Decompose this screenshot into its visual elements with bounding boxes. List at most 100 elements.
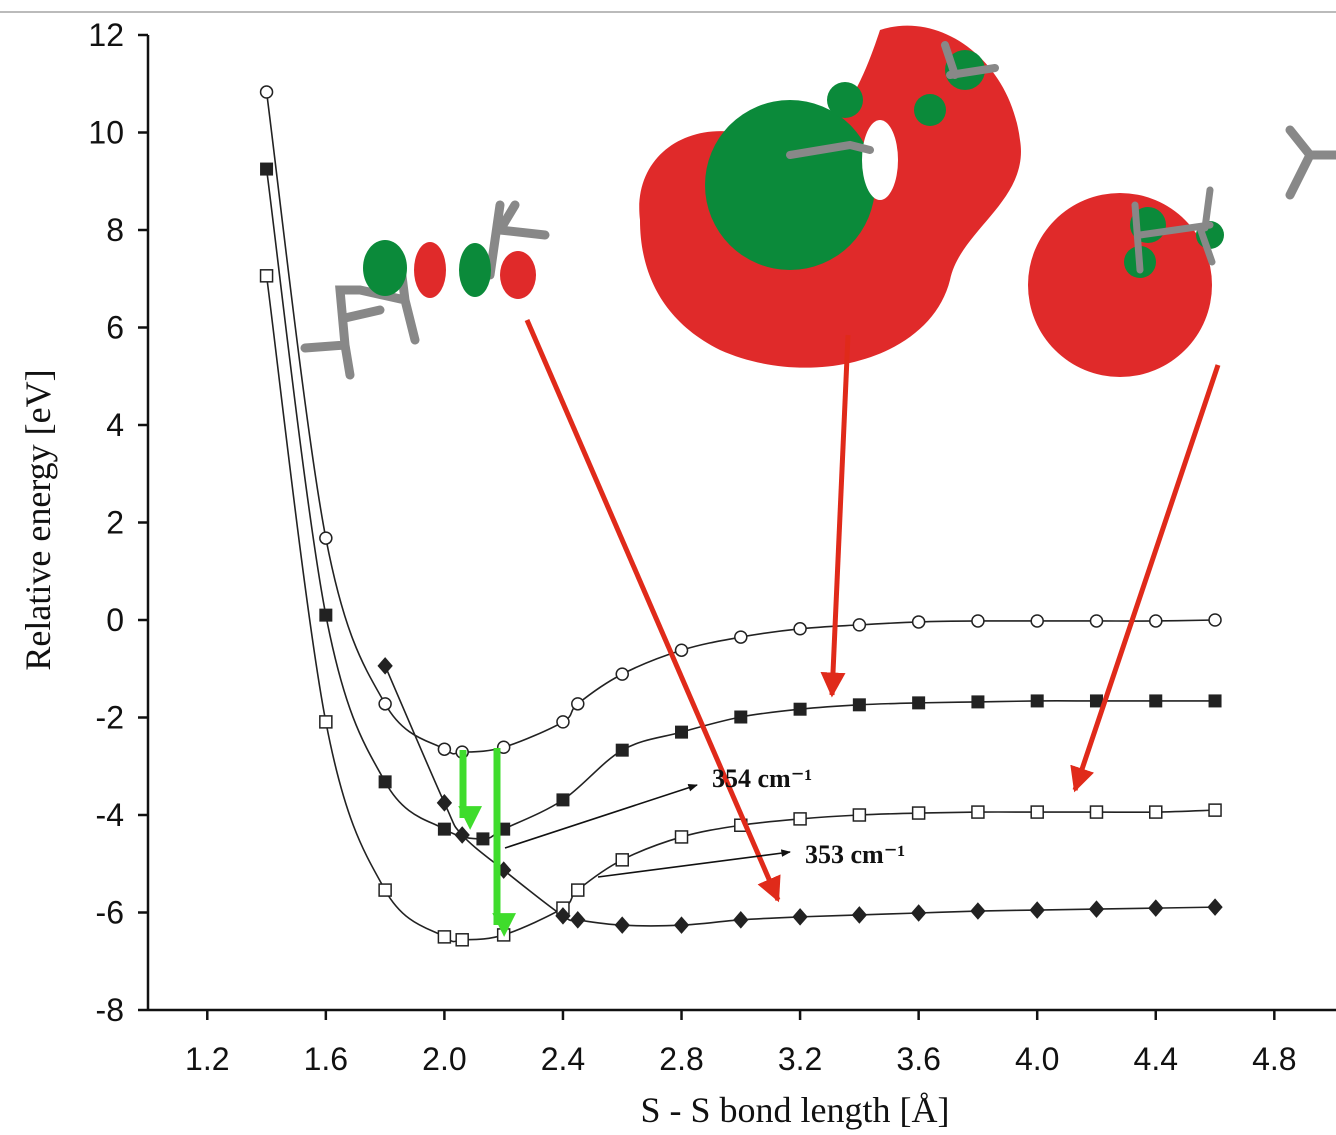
point	[378, 883, 392, 897]
orbital-left	[300, 200, 550, 380]
point	[970, 902, 986, 920]
x-tick-label: 4.8	[1252, 1041, 1296, 1077]
point	[437, 930, 452, 944]
point	[675, 725, 689, 739]
green-arrows	[458, 748, 517, 937]
point	[378, 775, 392, 789]
point	[1089, 694, 1103, 708]
point	[319, 608, 333, 622]
point	[971, 695, 985, 709]
point	[852, 618, 867, 632]
series-line	[265, 275, 1216, 943]
point	[793, 812, 807, 826]
point	[1148, 899, 1164, 917]
x-tick-label: 4.0	[1015, 1041, 1059, 1077]
point	[1208, 803, 1222, 817]
x-tick-label: 2.4	[541, 1041, 585, 1077]
y-tick-label: 2	[106, 505, 124, 541]
point	[1030, 614, 1044, 628]
point	[911, 806, 926, 820]
y-tick-label: -2	[96, 700, 124, 736]
point	[1089, 614, 1104, 628]
y-tick-label: -6	[96, 895, 124, 931]
point	[1208, 694, 1222, 708]
point	[437, 822, 451, 836]
point	[615, 853, 629, 867]
x-tick-label: 3.6	[896, 1041, 940, 1077]
point	[1030, 694, 1044, 708]
point	[377, 657, 393, 675]
orbital-middle	[639, 25, 1021, 368]
point	[570, 911, 586, 929]
x-tick-label: 1.6	[304, 1041, 348, 1077]
point	[571, 883, 585, 897]
point	[793, 622, 807, 636]
point	[556, 715, 570, 729]
point	[571, 697, 585, 711]
point	[319, 531, 333, 545]
point	[792, 908, 808, 926]
point	[378, 697, 392, 711]
point	[496, 928, 511, 942]
x-tick-label: 2.8	[659, 1041, 703, 1077]
point	[1149, 694, 1163, 708]
point	[674, 643, 689, 657]
point	[1149, 805, 1163, 819]
x-tick-label: 1.2	[185, 1041, 229, 1077]
point	[1088, 900, 1105, 918]
point	[852, 808, 867, 822]
point	[734, 710, 748, 724]
annotation: 353 cm⁻¹	[805, 840, 905, 869]
point	[555, 907, 571, 925]
point	[793, 702, 807, 716]
point	[1030, 805, 1044, 819]
x-tick-label: 3.2	[778, 1041, 822, 1077]
point	[436, 794, 453, 812]
point	[259, 269, 274, 283]
point	[476, 832, 490, 846]
point	[615, 743, 629, 757]
point	[556, 793, 570, 807]
black-arrows	[504, 784, 791, 878]
point	[910, 904, 927, 922]
point	[1208, 613, 1222, 627]
point	[971, 805, 985, 819]
point	[911, 615, 926, 629]
y-axis-title: Relative energy [eV]	[18, 369, 58, 670]
x-tick-label: 4.4	[1134, 1041, 1178, 1077]
point	[1089, 805, 1104, 819]
point	[1207, 898, 1223, 916]
annotation: 354 cm⁻¹	[712, 764, 812, 793]
point	[615, 667, 629, 681]
point	[674, 830, 689, 844]
point	[971, 614, 985, 628]
point	[673, 916, 690, 934]
y-tick-label: -4	[96, 797, 124, 833]
point	[851, 906, 868, 924]
point	[455, 933, 469, 947]
point	[437, 742, 452, 756]
point	[733, 911, 749, 929]
point	[734, 630, 748, 644]
point	[319, 715, 333, 729]
point	[852, 698, 866, 712]
point	[260, 162, 274, 176]
y-tick-label: 4	[106, 407, 124, 443]
y-tick-label: 10	[88, 115, 124, 151]
y-tick-label: -8	[96, 992, 124, 1028]
point	[614, 916, 630, 934]
series-line	[384, 665, 1216, 927]
point	[496, 740, 511, 754]
point	[259, 85, 274, 99]
point	[1149, 614, 1163, 628]
point	[454, 826, 470, 844]
red-arrows	[524, 319, 1221, 903]
point	[1029, 901, 1045, 919]
y-tick-label: 0	[106, 602, 124, 638]
x-axis-title: S - S bond length [Å]	[641, 1090, 950, 1130]
y-tick-label: 12	[88, 17, 124, 53]
y-tick-label: 6	[106, 310, 124, 346]
x-tick-label: 2.0	[422, 1041, 466, 1077]
series-line	[265, 168, 1216, 840]
